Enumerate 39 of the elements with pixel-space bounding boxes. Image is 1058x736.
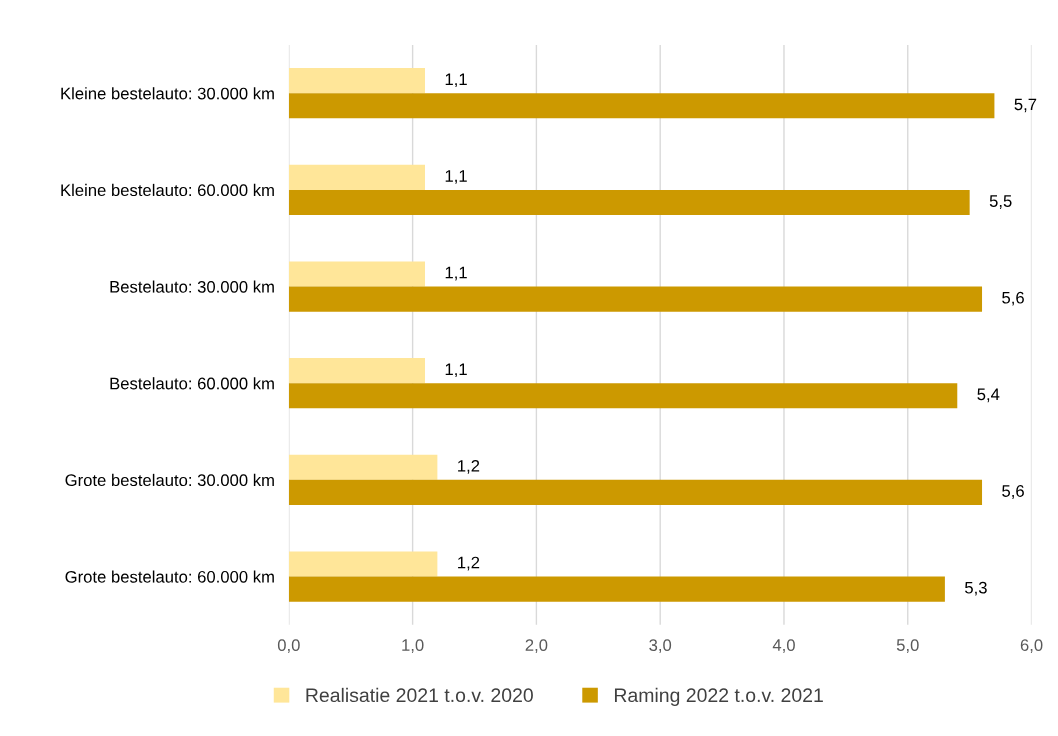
bar [288, 551, 438, 577]
data-label: 5,7 [1014, 98, 1037, 113]
x-tick-label: 1,0 [402, 639, 424, 653]
data-label: 5,3 [965, 581, 987, 596]
bar [288, 479, 983, 505]
x-tick-label: 4,0 [772, 639, 795, 653]
bar [288, 358, 425, 384]
x-tick-label: 0,0 [277, 639, 300, 653]
bar [288, 261, 425, 287]
legend-label: Realisatie 2021 t.o.v. 2020 [306, 687, 533, 703]
bar [288, 164, 425, 190]
y-tick-label: Bestelauto: 60.000 km [110, 377, 274, 390]
x-tick-label: 2,0 [525, 639, 548, 653]
data-label: 1,1 [445, 170, 467, 184]
y-tick-label: Bestelauto: 30.000 km [110, 280, 274, 293]
data-label: 5,5 [989, 195, 1012, 209]
legend-label: Raming 2022 t.o.v. 2021 [614, 687, 823, 706]
data-label: 1,1 [445, 266, 467, 281]
data-label: 5,4 [977, 388, 1000, 403]
data-label: 1,2 [458, 459, 480, 474]
bar [288, 93, 995, 119]
y-tick-label: Kleine bestelauto: 60.000 km [61, 183, 274, 197]
x-tick-label: 5,0 [896, 639, 919, 653]
bar [288, 68, 425, 94]
y-tick-label: Grote bestelauto: 30.000 km [65, 473, 274, 487]
x-tick-label: 6,0 [1020, 639, 1043, 653]
bar [288, 286, 983, 312]
data-label: 1,1 [445, 363, 467, 378]
bar [288, 189, 970, 216]
data-label: 5,6 [1002, 485, 1024, 499]
data-label: 5,6 [1002, 291, 1024, 306]
y-tick-label: Kleine bestelauto: 30.000 km [61, 87, 274, 100]
y-tick-label: Grote bestelauto: 60.000 km [65, 570, 274, 583]
x-tick-label: 3,0 [649, 639, 672, 653]
bar [288, 576, 945, 602]
bar [288, 454, 438, 480]
bar [288, 383, 958, 409]
data-label: 1,2 [458, 556, 480, 571]
data-label: 1,1 [445, 73, 467, 88]
